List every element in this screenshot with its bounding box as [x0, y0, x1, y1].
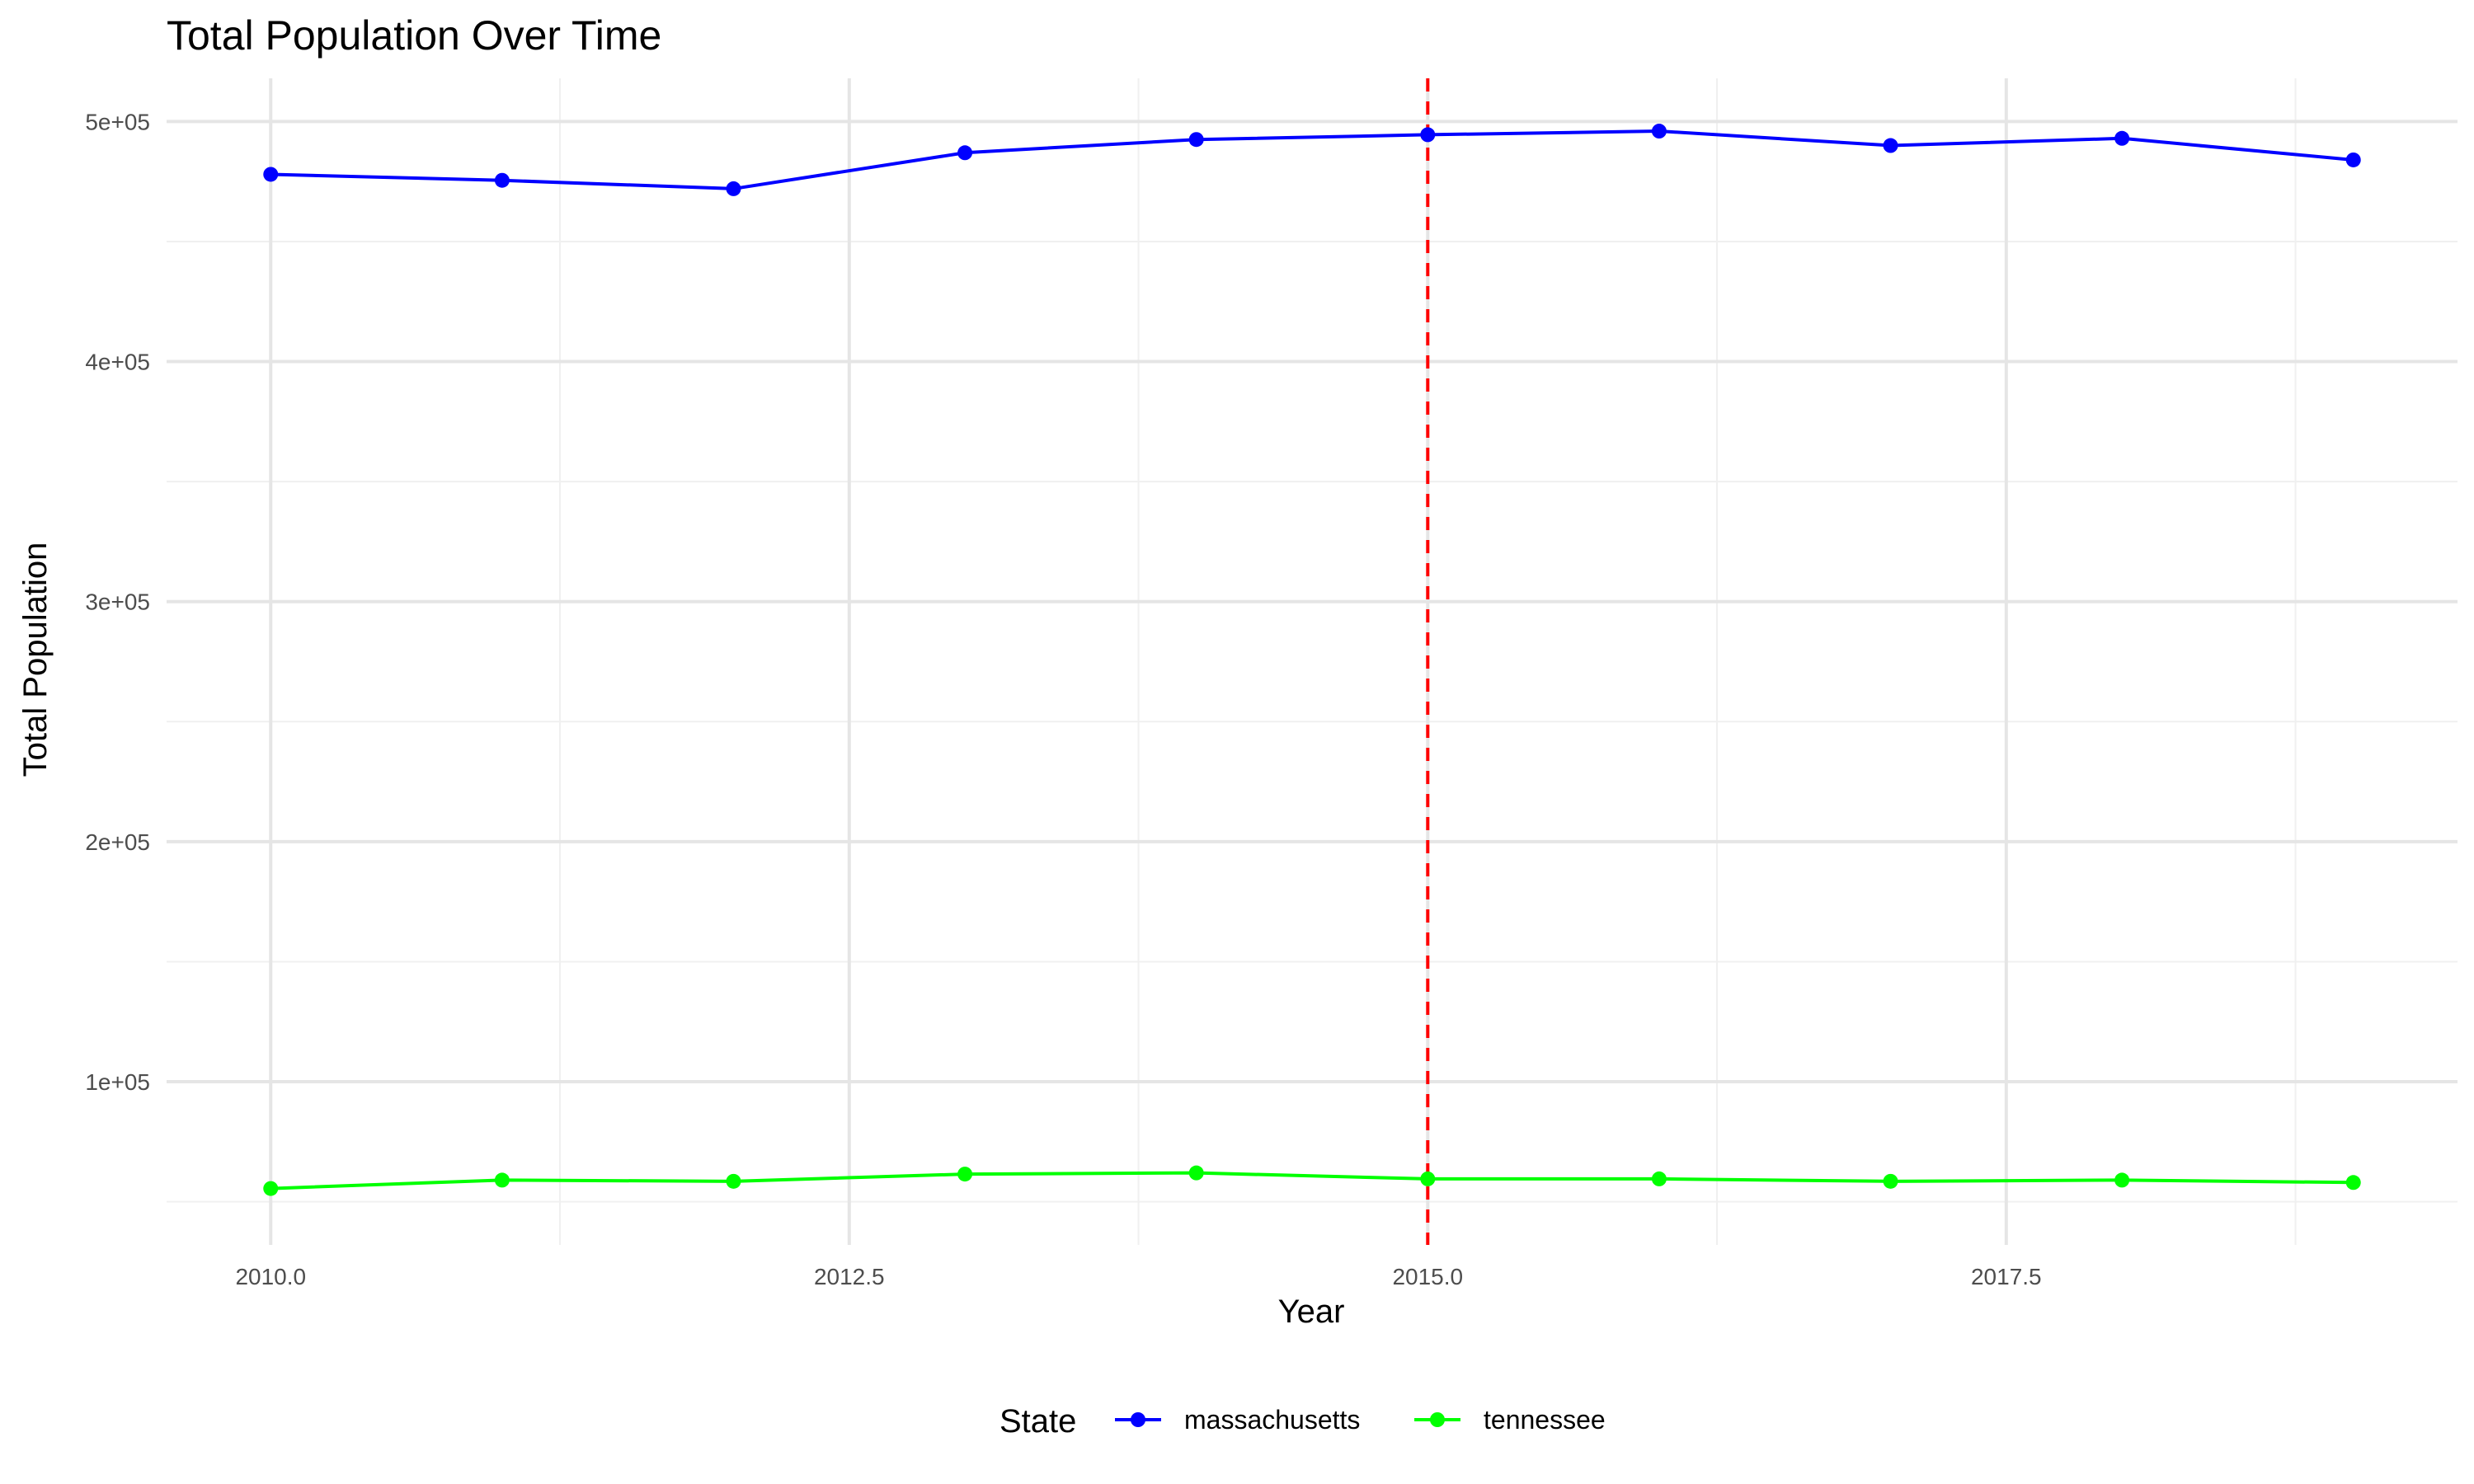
data-point-tennessee: [263, 1181, 279, 1196]
legend: State massachusetts tennessee: [999, 1403, 1606, 1439]
data-point-tennessee: [2114, 1172, 2130, 1188]
data-point-massachusetts: [1883, 138, 1898, 153]
y-axis-ticks: 1e+05 2e+05 3e+05 4e+05 5e+05: [85, 109, 150, 1095]
legend-key-point-massachusetts: [1131, 1412, 1145, 1427]
data-point-massachusetts: [1651, 124, 1667, 139]
data-point-massachusetts: [1188, 132, 1204, 148]
y-tick-label: 1e+05: [85, 1069, 150, 1095]
data-point-massachusetts: [2114, 130, 2130, 146]
y-tick-label: 3e+05: [85, 589, 150, 615]
chart-title: Total Population Over Time: [167, 12, 661, 59]
data-point-tennessee: [494, 1172, 510, 1188]
x-axis-title: Year: [1278, 1294, 1345, 1330]
y-tick-label: 4e+05: [85, 350, 150, 375]
data-point-tennessee: [957, 1167, 973, 1182]
data-point-tennessee: [726, 1173, 741, 1189]
data-point-massachusetts: [263, 167, 279, 182]
data-point-tennessee: [1883, 1173, 1898, 1189]
data-point-tennessee: [1651, 1171, 1667, 1186]
y-axis-title: Total Population: [17, 542, 54, 777]
x-tick-label: 2015.0: [1392, 1264, 1463, 1289]
x-tick-label: 2012.5: [814, 1264, 885, 1289]
legend-label-tennessee: tennessee: [1484, 1405, 1606, 1435]
data-point-tennessee: [1420, 1171, 1436, 1186]
data-point-massachusetts: [1420, 127, 1436, 143]
data-point-tennessee: [2345, 1175, 2361, 1190]
legend-entries: massachusetts tennessee: [1115, 1405, 1606, 1435]
legend-label-massachusetts: massachusetts: [1184, 1405, 1360, 1435]
x-tick-label: 2017.5: [1971, 1264, 2042, 1289]
y-tick-label: 2e+05: [85, 829, 150, 855]
series-layer: [263, 124, 2361, 1196]
y-tick-label: 5e+05: [85, 109, 150, 134]
data-point-massachusetts: [494, 172, 510, 188]
data-point-massachusetts: [726, 181, 741, 196]
legend-key-point-tennessee: [1430, 1412, 1445, 1427]
x-tick-label: 2010.0: [235, 1264, 306, 1289]
x-axis-ticks: 2010.0 2012.5 2015.0 2017.5: [235, 1264, 2041, 1289]
legend-title: State: [999, 1403, 1076, 1439]
series-line-massachusetts: [270, 129, 2354, 190]
data-point-massachusetts: [957, 145, 973, 161]
data-point-tennessee: [1188, 1165, 1204, 1181]
minor-gridlines: [167, 78, 2458, 1245]
data-point-massachusetts: [2345, 152, 2361, 167]
series-line-tennessee: [270, 1171, 2354, 1190]
